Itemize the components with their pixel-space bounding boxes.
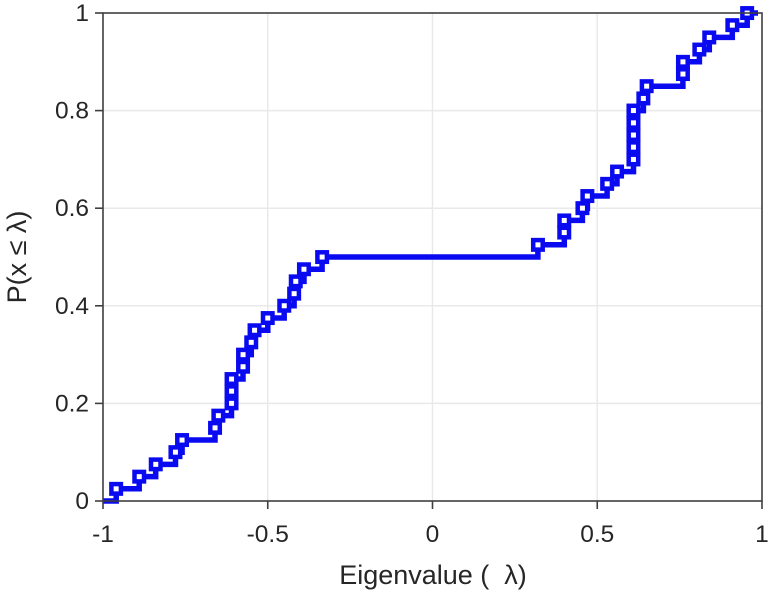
data-point-marker: [626, 140, 641, 155]
data-point-marker: [236, 359, 251, 374]
data-point-marker: [725, 18, 740, 33]
data-point-marker: [148, 457, 163, 472]
x-tick-label: 0.5: [580, 521, 614, 548]
data-point-marker: [639, 79, 654, 94]
data-point-marker: [208, 420, 223, 435]
x-tick-label: 1: [755, 521, 768, 548]
ecdf-line: [103, 10, 758, 504]
x-tick-label: -0.5: [247, 521, 289, 548]
data-point-marker: [600, 176, 615, 191]
data-point-marker: [580, 189, 595, 204]
data-point-marker: [530, 237, 545, 252]
y-tick-label: 0.6: [55, 195, 89, 222]
data-point-marker: [626, 115, 641, 130]
data-point-marker: [296, 262, 311, 277]
data-point-markers: [109, 6, 755, 496]
x-axis-title: Eigenvalue ( λ): [339, 560, 527, 590]
data-point-marker: [175, 433, 190, 448]
data-point-marker: [168, 445, 183, 460]
data-point-marker: [224, 372, 239, 387]
data-point-marker: [557, 213, 572, 228]
grid-lines: [103, 13, 762, 501]
data-point-marker: [224, 384, 239, 399]
data-point-marker: [675, 67, 690, 82]
y-tick-label: 0: [75, 488, 89, 515]
data-point-marker: [610, 164, 625, 179]
data-point-marker: [109, 481, 124, 496]
y-tick-label: 0.8: [55, 98, 89, 125]
data-point-marker: [244, 335, 259, 350]
data-point-marker: [288, 274, 303, 289]
data-point-marker: [277, 298, 292, 313]
y-tick-label: 1: [75, 0, 89, 27]
data-point-marker: [626, 103, 641, 118]
y-tick-label: 0.2: [55, 390, 89, 417]
data-point-marker: [636, 91, 651, 106]
y-axis-title: P(x ≤ λ): [2, 210, 32, 304]
data-point-marker: [247, 323, 262, 338]
data-point-marker: [626, 152, 641, 167]
axis-ticks: [95, 12, 763, 509]
data-point-marker: [692, 42, 707, 57]
data-point-marker: [224, 396, 239, 411]
data-point-marker: [702, 30, 717, 45]
data-point-marker: [260, 311, 275, 326]
tick-labels: -1 -0.5 0 0.5 1 0 0.2 0.4 0.6 0.8 1: [55, 0, 768, 548]
data-point-marker: [236, 347, 251, 362]
y-tick-label: 0.4: [55, 293, 89, 320]
data-point-marker: [675, 54, 690, 69]
data-point-marker: [132, 469, 147, 484]
data-point-marker: [287, 286, 302, 301]
x-tick-label: 0: [426, 521, 440, 548]
data-point-marker: [211, 408, 226, 423]
data-point-marker: [557, 225, 572, 240]
data-point-marker: [626, 128, 641, 143]
data-point-marker: [315, 250, 330, 265]
data-point-marker: [575, 201, 590, 216]
x-tick-label: -1: [92, 521, 114, 548]
